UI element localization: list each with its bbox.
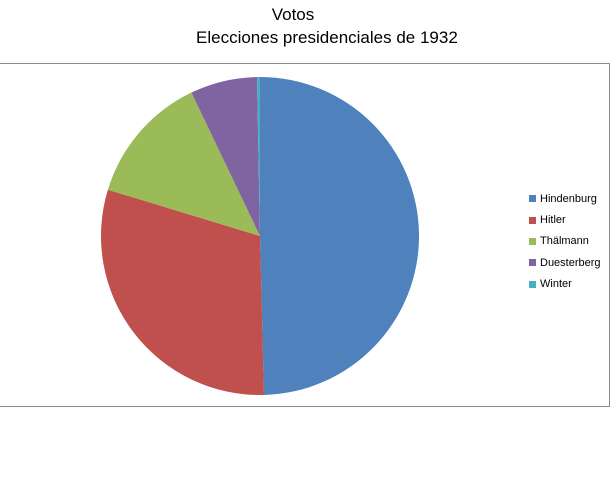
pie-slice-hitler [100, 189, 264, 396]
legend-label: Thälmann [540, 235, 589, 248]
legend-swatch [529, 216, 536, 224]
legend-swatch [529, 280, 536, 288]
pie-chart [100, 77, 420, 396]
legend-swatch [529, 259, 536, 267]
legend-label: Hitler [540, 214, 566, 227]
legend-label: Winter [540, 278, 572, 291]
legend: Hindenburg Hitler Thälmann Duesterberg Winte… [529, 188, 601, 295]
legend-item: Duesterberg [529, 252, 601, 273]
legend-swatch [529, 237, 536, 245]
chart-area: Hindenburg Hitler Thälmann Duesterberg Winte… [0, 63, 610, 407]
legend-item: Hitler [529, 209, 601, 230]
legend-swatch [529, 195, 536, 203]
legend-label: Hindenburg [540, 192, 597, 205]
legend-item: Hindenburg [529, 188, 601, 209]
legend-item: Thälmann [529, 231, 601, 252]
pie-slice-hindenburg [260, 77, 420, 395]
legend-item: Winter [529, 274, 601, 295]
pie-slice-duesterberg [191, 77, 260, 236]
pie-slice-winter [257, 77, 260, 236]
pie-slice-th-lmann [107, 92, 260, 236]
chart-subtitle: Elecciones presidenciales de 1932 [196, 28, 458, 47]
legend-label: Duesterberg [540, 256, 601, 269]
chart-title: Votos [271, 5, 315, 24]
